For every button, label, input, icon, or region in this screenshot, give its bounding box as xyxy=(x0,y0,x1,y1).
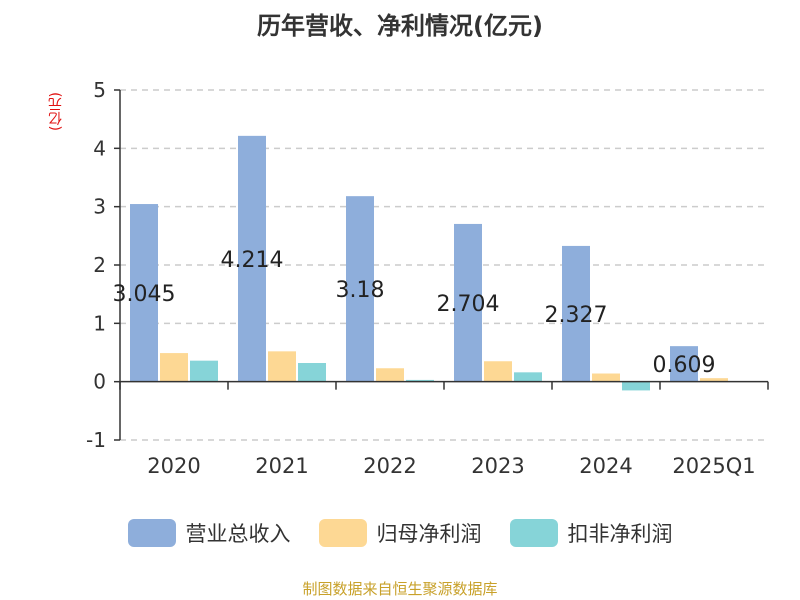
legend-label-deducted-profit: 扣非净利润 xyxy=(567,522,673,546)
bar-revenue xyxy=(670,346,698,382)
y-tick-label: 1 xyxy=(93,311,106,335)
x-tick-label: 2022 xyxy=(363,454,416,478)
y-tick-label: 5 xyxy=(93,78,106,102)
data-label: 4.214 xyxy=(221,248,284,273)
legend-item-revenue[interactable]: 营业总收入 xyxy=(127,518,291,548)
bar-net-profit xyxy=(160,353,188,382)
bar-net-profit xyxy=(700,378,728,382)
bar-revenue xyxy=(346,196,374,382)
legend-label-revenue: 营业总收入 xyxy=(185,522,291,546)
x-tick-label: 2025Q1 xyxy=(672,454,755,478)
bar-net-profit xyxy=(484,361,512,382)
y-tick-label: -1 xyxy=(86,428,106,452)
bar-deducted-profit xyxy=(514,372,542,382)
bar-revenue xyxy=(238,135,266,382)
bar-deducted-profit xyxy=(406,379,434,382)
legend-item-deducted-profit[interactable]: 扣非净利润 xyxy=(509,518,673,548)
x-tick-label: 2021 xyxy=(255,454,308,478)
source-note: 制图数据来自恒生聚源数据库 xyxy=(302,580,498,598)
data-label: 3.045 xyxy=(113,282,176,307)
legend-swatch-deducted-profit xyxy=(509,519,558,547)
bar-revenue xyxy=(562,245,590,382)
bar-net-profit xyxy=(268,351,296,382)
legend-label-net-profit: 归母净利润 xyxy=(376,522,482,546)
bar-revenue xyxy=(454,223,482,382)
legend-swatch-net-profit xyxy=(318,519,367,547)
chart-title: 历年营收、净利情况(亿元) xyxy=(257,12,543,40)
bar-deducted-profit xyxy=(190,360,218,382)
legend: 营业总收入 归母净利润 扣非净利润 xyxy=(0,518,800,548)
y-tick-label: 2 xyxy=(93,253,106,277)
y-tick-label: 0 xyxy=(93,370,106,394)
bar-net-profit xyxy=(376,368,404,382)
x-tick-label: 2024 xyxy=(579,454,632,478)
data-label: 2.704 xyxy=(437,292,500,317)
legend-swatch-revenue xyxy=(127,519,176,547)
bar-revenue xyxy=(130,204,158,382)
x-tick-label: 2020 xyxy=(147,454,200,478)
bar-deducted-profit xyxy=(622,381,650,391)
x-tick-label: 2023 xyxy=(471,454,524,478)
bar-net-profit xyxy=(592,373,620,382)
data-label: 2.327 xyxy=(545,303,608,328)
data-label: 3.18 xyxy=(336,278,385,303)
data-label: 0.609 xyxy=(653,353,716,378)
y-tick-label: 4 xyxy=(93,136,106,160)
y-tick-label: 3 xyxy=(93,195,106,219)
legend-item-net-profit[interactable]: 归母净利润 xyxy=(318,518,482,548)
bar-deducted-profit xyxy=(298,363,326,382)
